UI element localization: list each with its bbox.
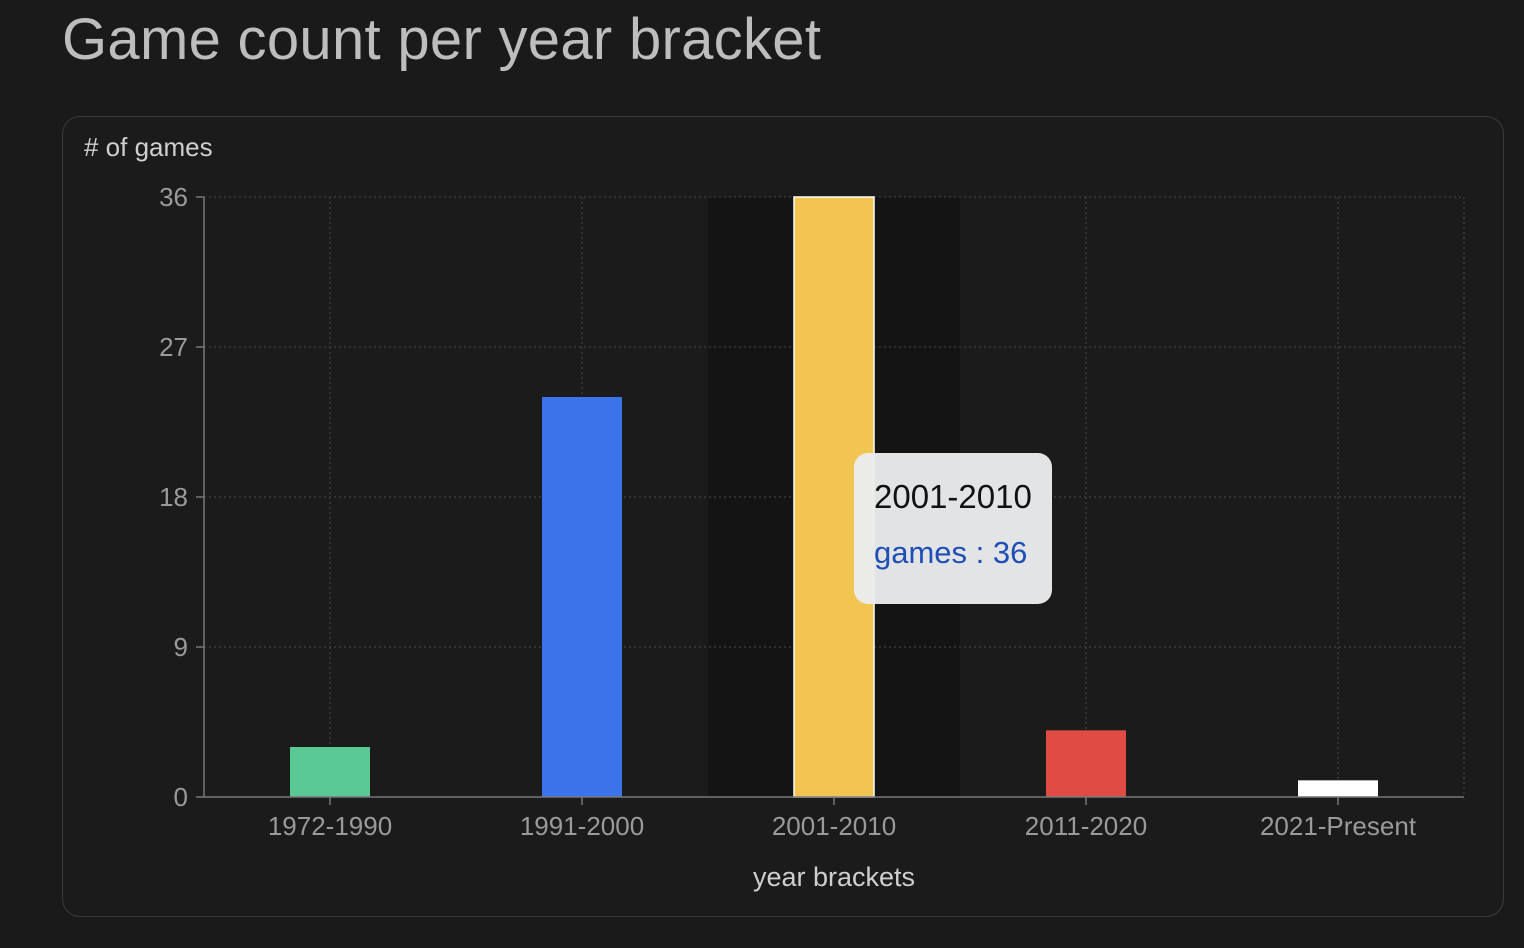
bar-tooltip: 2001-2010 games : 36 (854, 453, 1052, 604)
x-tick-label: 1991-2000 (520, 811, 644, 841)
y-tick-label: 18 (159, 482, 188, 512)
x-axis-label: year brackets (753, 862, 915, 892)
y-tick-label: 9 (174, 632, 188, 662)
bar-2011-2020 (1046, 730, 1126, 797)
x-tick-label: 2001-2010 (772, 811, 896, 841)
tooltip-category: 2001-2010 (874, 478, 1032, 515)
y-tick-label: 27 (159, 332, 188, 362)
x-tick-label: 2011-2020 (1025, 811, 1147, 841)
x-tick-label: 2021-Present (1260, 811, 1417, 841)
y-axis-label: # of games (84, 132, 213, 162)
y-tick-label: 0 (174, 782, 188, 812)
bar-2021-Present (1298, 780, 1378, 797)
x-tick-label: 1972-1990 (268, 811, 392, 841)
y-tick-label: 36 (159, 182, 188, 212)
page-title: Game count per year bracket (62, 7, 822, 72)
bar-1972-1990 (290, 747, 370, 797)
bar-1991-2000 (542, 397, 622, 797)
tooltip-value: games : 36 (874, 535, 1028, 570)
